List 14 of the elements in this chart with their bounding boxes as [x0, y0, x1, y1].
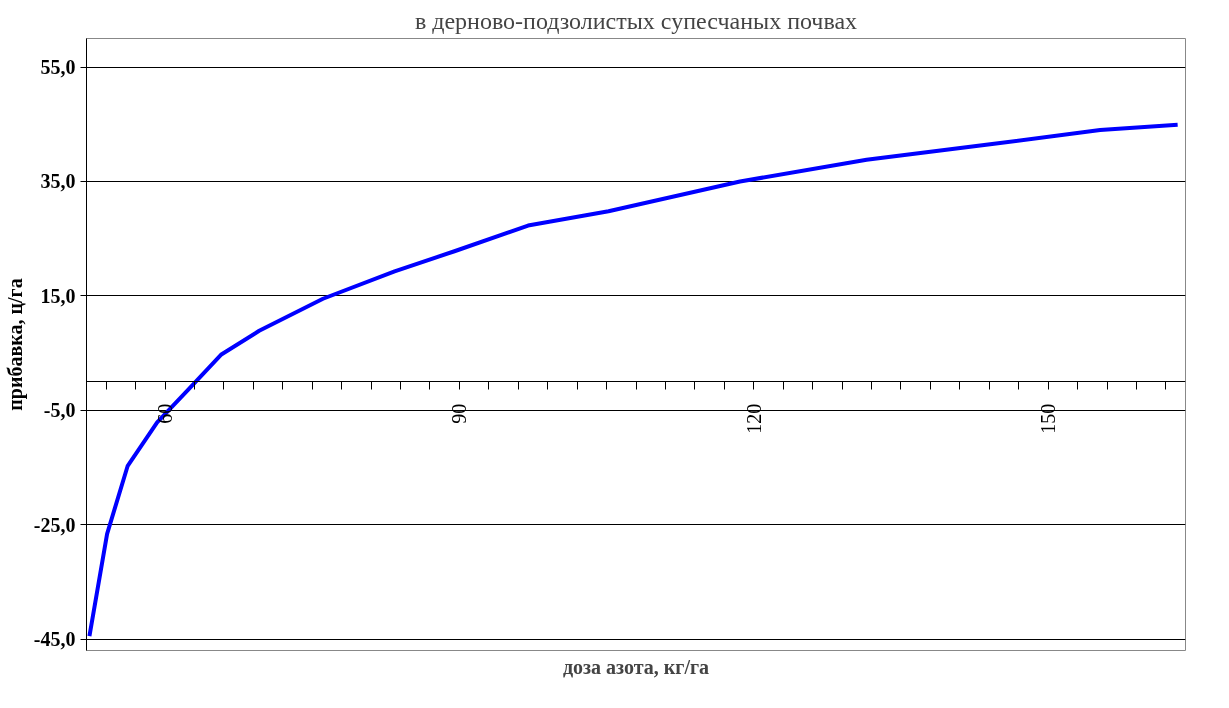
y-tick-label: -45,0 — [33, 628, 76, 651]
x-tick-label: 150 — [1037, 403, 1060, 434]
line-series — [87, 122, 1180, 639]
chart-title: в дерново-подзолистых супесчаных почвах — [414, 7, 858, 34]
y-tick-label: 35,0 — [40, 170, 76, 193]
y-tick-label: -25,0 — [33, 513, 76, 536]
y-tick-label: 55,0 — [40, 56, 76, 79]
x-tick-label: 60 — [154, 403, 176, 424]
y-tick-label: 15,0 — [40, 284, 76, 307]
x-axis-title: доза азота, кг/га — [562, 655, 710, 678]
x-tick-label: 120 — [742, 403, 765, 434]
y-tick-label: -5,0 — [43, 399, 76, 422]
x-tick-label: 90 — [448, 403, 471, 424]
y-axis-title: прибавка, ц/га — [3, 278, 27, 411]
